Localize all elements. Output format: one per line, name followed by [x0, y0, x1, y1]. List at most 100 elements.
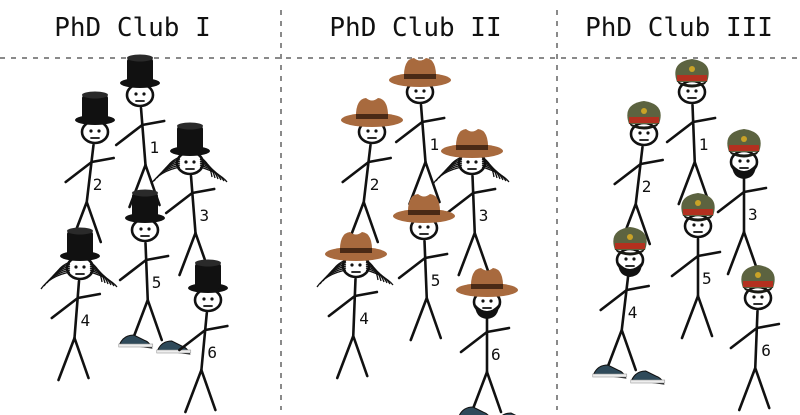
figure-arms: [670, 250, 722, 278]
top-hat-icon: [188, 259, 228, 293]
club-3-title: PhD Club III: [585, 13, 773, 43]
figure-torso: [139, 106, 147, 167]
long-hair-icon: [40, 261, 118, 290]
figure-eye: [489, 299, 493, 303]
figure-eye: [147, 227, 151, 231]
figure-legs: [737, 366, 771, 412]
figure-eye: [350, 263, 354, 267]
figure-arms: [613, 158, 664, 186]
military-cap-icon: [741, 265, 775, 294]
figure-label: 3: [479, 206, 489, 225]
figure-torso: [471, 174, 477, 235]
figure-torso: [200, 311, 209, 372]
figure-1-6: 6: [178, 259, 229, 414]
figure-eye: [466, 160, 470, 164]
figure-legs: [680, 294, 714, 340]
figure-3-5: 5: [670, 193, 722, 340]
figures-layer: 1 2 3 4 5 6 1 2 3 4 5 6 1 2 3 4 5 6: [40, 54, 781, 415]
fedora-icon: [441, 129, 503, 158]
figure-label: 5: [702, 269, 712, 288]
beard-icon: [475, 304, 499, 319]
figure-legs: [335, 334, 369, 380]
figure-3-1: 1: [665, 59, 717, 206]
figure-eye: [694, 89, 698, 93]
figure-eye: [202, 297, 206, 301]
figure-label: 6: [761, 341, 771, 360]
figure-label: 5: [431, 271, 441, 290]
figure-eye: [686, 89, 690, 93]
figure-eye: [89, 129, 93, 133]
figure-eye: [738, 159, 742, 163]
figure-legs: [409, 296, 443, 342]
figure-label: 2: [93, 175, 103, 194]
club-3-figures: 1 2 3 4 5 6: [592, 59, 781, 412]
figure-1-4: 4: [40, 227, 118, 382]
figure-torso: [419, 103, 427, 164]
military-cap-icon: [675, 59, 709, 88]
club-1-title: PhD Club I: [54, 13, 211, 43]
figure-eye: [624, 257, 628, 261]
figure-eye: [82, 265, 86, 269]
figure-legs: [57, 336, 90, 382]
figure-label: 1: [699, 135, 709, 154]
figure-torso: [423, 239, 429, 300]
figure-2-3: 3: [432, 129, 510, 277]
figure-3-3: 3: [716, 129, 768, 276]
figure-eye: [752, 295, 756, 299]
figure-torso: [753, 309, 759, 370]
figure-3-4: 4: [592, 227, 666, 385]
beard-icon: [732, 164, 756, 179]
figure-eye: [746, 159, 750, 163]
figure-1-3: 3: [150, 122, 228, 277]
figure-eye: [74, 265, 78, 269]
figure-eye: [418, 225, 422, 229]
figure-eye: [422, 89, 426, 93]
figure-label: 2: [642, 177, 652, 196]
figure-eye: [481, 299, 485, 303]
beard-icon: [618, 262, 642, 277]
figure-torso: [351, 277, 357, 338]
figure-2-5: 5: [393, 194, 455, 342]
figure-arms: [599, 284, 650, 312]
top-hat-icon: [125, 189, 165, 223]
figure-torso: [362, 143, 372, 204]
club-2-figures: 1 2 3 4 5 6: [316, 58, 518, 415]
figure-eye: [414, 89, 418, 93]
figure-torso: [73, 279, 81, 340]
figure-eye: [358, 263, 362, 267]
figure-label: 4: [359, 309, 369, 328]
figure-eye: [760, 295, 764, 299]
figure-label: 3: [748, 205, 758, 224]
figure-arms: [50, 292, 102, 320]
club-1-figures: 1 2 3 4 5 6: [40, 54, 229, 414]
figure-legs: [184, 368, 217, 414]
figure-label: 5: [152, 273, 162, 292]
figure-label: 4: [81, 311, 91, 330]
figure-arms: [327, 290, 379, 318]
top-hat-icon: [170, 122, 210, 156]
figure-arms: [729, 322, 781, 350]
figure-arms: [716, 186, 768, 214]
figure-arms: [397, 252, 449, 280]
fedora-icon: [341, 98, 403, 127]
figure-1-1: 1: [114, 54, 166, 209]
figure-torso: [691, 103, 697, 164]
figure-arms: [445, 187, 497, 215]
figure-legs: [457, 231, 491, 277]
figure-2-2: 2: [341, 98, 403, 246]
fedora-icon: [389, 58, 451, 87]
figure-eye: [700, 223, 704, 227]
figure-1-2: 2: [64, 91, 115, 246]
military-cap-icon: [727, 129, 761, 158]
figure-arms: [178, 324, 229, 352]
sneakers-icon: [458, 406, 517, 415]
figure-1-5: 5: [118, 189, 192, 355]
figure-2-4: 4: [316, 232, 394, 380]
figure-torso: [189, 174, 197, 235]
figure-eye: [210, 297, 214, 301]
figure-eye: [142, 92, 146, 96]
top-hat-icon: [120, 54, 160, 88]
figure-eye: [192, 160, 196, 164]
figure-eye: [426, 225, 430, 229]
figure-arms: [114, 119, 166, 147]
